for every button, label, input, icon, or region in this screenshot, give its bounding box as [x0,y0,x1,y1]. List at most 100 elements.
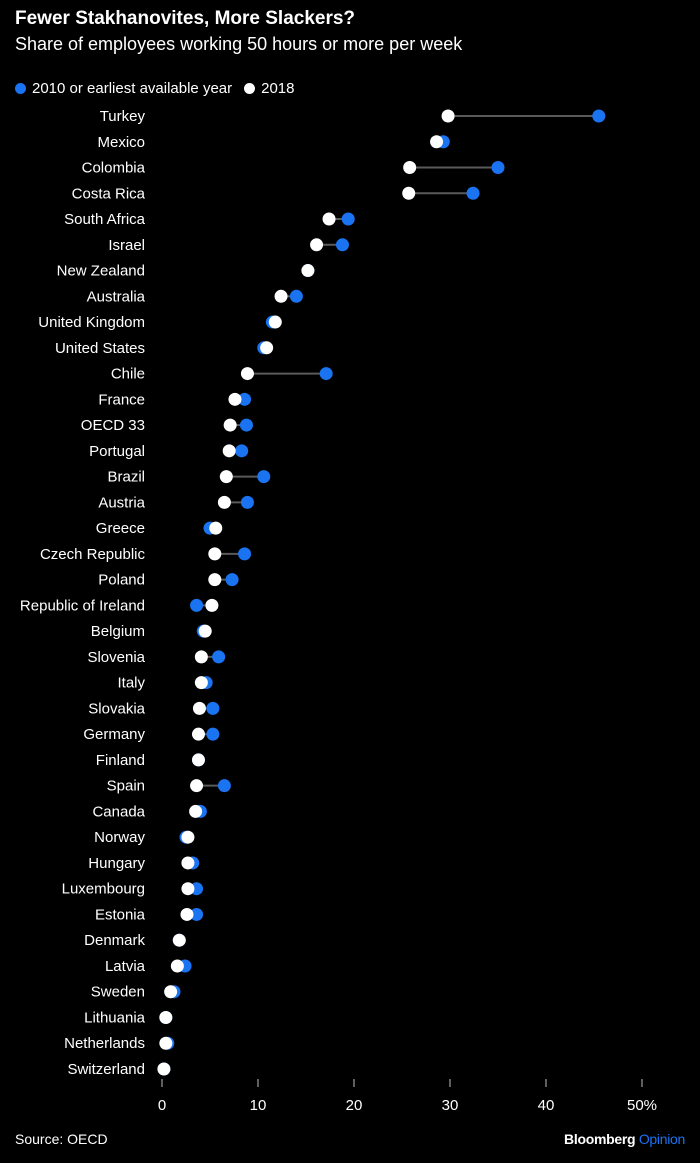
legend-label: 2010 or earliest available year [32,80,233,97]
category-label: Hungary [88,855,145,872]
category-label: Czech Republic [40,546,146,563]
category-label: Poland [98,572,145,589]
point-2018 [159,1010,173,1024]
category-label: Netherlands [64,1035,145,1052]
category-label: Austria [98,494,145,511]
point-2018 [170,959,184,973]
point-earliest [592,109,606,123]
point-2018 [209,521,223,535]
point-earliest [238,547,252,561]
category-label: Chile [111,366,145,383]
point-2018 [301,264,315,278]
x-tick-label: 50% [627,1097,657,1114]
point-2018 [222,444,236,458]
brand-accent: Opinion [638,1131,685,1147]
point-2018 [157,1062,171,1076]
point-2018 [172,933,186,947]
legend-swatch-white [244,83,256,94]
point-earliest [491,161,505,175]
point-2018 [190,779,204,793]
point-earliest [240,495,254,509]
category-label: Republic of Ireland [20,597,145,614]
brand-name: Bloomberg [564,1131,636,1147]
category-label: United States [55,340,145,357]
category-label: Brazil [107,469,145,486]
x-tick-label: 0 [158,1097,166,1114]
point-earliest [190,907,204,921]
point-2018 [208,547,222,561]
category-label: Switzerland [67,1061,145,1078]
source-note: Source: OECD [15,1131,108,1147]
category-label: United Kingdom [38,314,145,331]
point-2018 [403,161,417,175]
point-2018 [441,109,455,123]
category-label: Slovakia [88,700,145,717]
point-earliest [319,367,333,381]
point-2018 [191,753,205,767]
chart-subtitle: Share of employees working 50 hours or m… [15,34,463,54]
point-earliest [335,238,349,252]
category-label: Spain [107,778,145,795]
point-2018 [223,418,237,432]
point-2018 [228,392,242,406]
point-2018 [205,598,219,612]
category-label: Germany [83,726,145,743]
category-label: Canada [92,803,145,820]
point-2018 [181,830,195,844]
point-earliest [225,573,239,587]
category-label: OECD 33 [81,417,145,434]
point-2018 [402,186,416,200]
point-earliest [238,392,252,406]
point-2018 [322,212,336,226]
point-earliest [206,727,220,741]
point-earliest [206,701,220,715]
point-earliest [212,650,226,664]
category-label: Colombia [82,160,146,177]
point-2018 [430,135,444,149]
category-label: Latvia [105,958,146,975]
category-label: Finland [96,752,145,769]
point-2018 [180,907,194,921]
chart-title: Fewer Stakhanovites, More Slackers? [15,8,356,29]
point-2018 [181,856,195,870]
point-2018 [260,341,274,355]
point-2018 [268,315,282,329]
x-tick-label: 40 [538,1097,555,1114]
category-label: Greece [96,520,145,537]
point-2018 [164,985,178,999]
point-earliest [235,444,249,458]
point-2018 [217,495,231,509]
category-label: Denmark [84,932,145,949]
x-tick-label: 10 [250,1097,267,1114]
point-earliest [239,418,253,432]
point-2018 [310,238,324,252]
category-label: Mexico [97,134,145,151]
point-2018 [194,676,208,690]
legend-item-2018: 2018 [244,80,295,97]
point-2018 [208,573,222,587]
point-2018 [181,882,195,896]
category-label: Australia [87,288,146,305]
legend-label: 2018 [261,80,295,97]
category-label: Slovenia [87,649,145,666]
point-2018 [189,804,203,818]
category-label: Belgium [91,623,145,640]
category-label: Norway [94,829,145,846]
point-2018 [191,727,205,741]
category-label: South Africa [64,211,146,228]
category-label: New Zealand [57,263,145,280]
category-label: Turkey [100,108,146,125]
point-2018 [219,470,233,484]
category-label: Sweden [91,984,145,1001]
category-label: Lithuania [84,1009,146,1026]
category-label: Italy [117,675,145,692]
point-earliest [190,598,204,612]
point-earliest [466,186,480,200]
point-earliest [289,289,303,303]
x-tick-label: 20 [346,1097,363,1114]
point-2018 [194,650,208,664]
point-earliest [341,212,355,226]
category-label: Portugal [89,443,145,460]
point-2018 [192,701,206,715]
